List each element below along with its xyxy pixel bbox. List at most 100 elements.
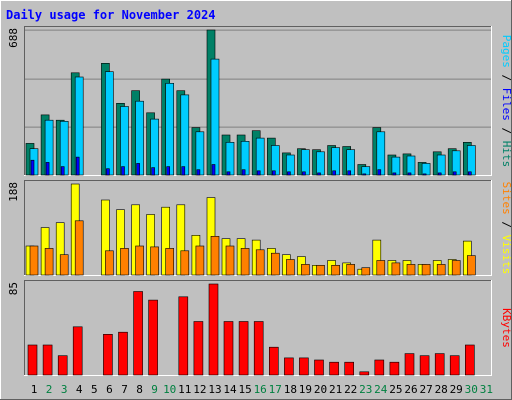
bar-sites-day-9 bbox=[150, 246, 159, 276]
bar-sites-day-25 bbox=[391, 262, 401, 276]
day-label: 21 bbox=[329, 383, 342, 396]
bar-pages-day-12 bbox=[196, 169, 201, 176]
bar-files-day-28 bbox=[436, 154, 446, 176]
bar-sites-day-17 bbox=[270, 252, 280, 276]
bar-pages-day-11 bbox=[181, 166, 186, 176]
axis-series-label: KBytes bbox=[500, 308, 512, 348]
bar-files-day-11 bbox=[180, 94, 190, 176]
day-label: 30 bbox=[465, 383, 478, 396]
axis-label-part: Hits bbox=[500, 141, 512, 168]
bar-sites-day-28 bbox=[436, 264, 446, 276]
bar-pages-day-28 bbox=[437, 172, 442, 176]
bar-kbytes-day-17 bbox=[268, 346, 279, 376]
day-label: 8 bbox=[136, 383, 143, 396]
day-label: 19 bbox=[299, 383, 312, 396]
bar-kbytes-day-15 bbox=[238, 321, 249, 376]
bar-kbytes-day-11 bbox=[178, 296, 189, 376]
bar-sites-day-13 bbox=[210, 236, 220, 276]
bar-files-day-29 bbox=[451, 150, 461, 176]
day-label: 26 bbox=[404, 383, 417, 396]
y-max-label: 85 bbox=[7, 282, 20, 295]
bar-files-day-26 bbox=[406, 155, 416, 176]
bar-kbytes-day-13 bbox=[208, 283, 219, 376]
bar-files-day-6 bbox=[105, 71, 114, 176]
bar-files-day-13 bbox=[210, 58, 220, 176]
bar-sites-day-22 bbox=[346, 264, 356, 276]
bar-pages-day-17 bbox=[271, 170, 276, 176]
day-label: 15 bbox=[238, 383, 251, 396]
day-label: 9 bbox=[151, 383, 158, 396]
bar-kbytes-day-22 bbox=[344, 361, 355, 376]
bar-sites-day-16 bbox=[255, 249, 265, 276]
day-label: 11 bbox=[178, 383, 191, 396]
bar-files-day-27 bbox=[421, 163, 431, 176]
y-max-label: 188 bbox=[7, 182, 20, 202]
bar-sites-day-4 bbox=[74, 220, 84, 276]
bar-pages-day-30 bbox=[467, 171, 472, 176]
bar-pages-day-10 bbox=[166, 166, 170, 176]
bar-sites-day-21 bbox=[331, 264, 340, 276]
bar-files-day-7 bbox=[120, 106, 129, 176]
bar-kbytes-day-2 bbox=[42, 344, 53, 376]
bar-sites-day-14 bbox=[225, 245, 235, 276]
panel-hits-files-pages: 688 Pages / Files / Hits bbox=[7, 26, 512, 176]
bar-kbytes-day-20 bbox=[314, 359, 324, 376]
day-label: 29 bbox=[450, 383, 463, 396]
day-label: 3 bbox=[61, 383, 68, 396]
bar-sites-day-19 bbox=[301, 264, 310, 276]
day-label: 2 bbox=[46, 383, 53, 396]
bar-sites-day-26 bbox=[406, 264, 416, 276]
bar-files-day-16 bbox=[255, 137, 265, 176]
bar-pages-day-29 bbox=[452, 171, 457, 176]
bar-sites-day-15 bbox=[240, 248, 250, 276]
bar-files-day-24 bbox=[376, 131, 386, 176]
bar-sites-day-1 bbox=[29, 245, 39, 276]
day-label: 4 bbox=[76, 383, 83, 396]
bar-sites-day-3 bbox=[59, 254, 69, 276]
bar-pages-day-19 bbox=[302, 171, 306, 176]
bar-kbytes-day-30 bbox=[464, 344, 475, 376]
bar-kbytes-day-7 bbox=[118, 331, 128, 376]
day-label: 24 bbox=[374, 383, 388, 396]
bar-sites-day-12 bbox=[195, 245, 205, 276]
bar-kbytes-day-19 bbox=[299, 357, 309, 376]
bar-pages-day-27 bbox=[422, 173, 427, 176]
bar-kbytes-day-8 bbox=[133, 291, 143, 376]
day-label: 25 bbox=[389, 383, 402, 396]
axis-label-part: Visits bbox=[500, 235, 512, 275]
bar-pages-day-1 bbox=[30, 159, 35, 176]
bar-pages-day-22 bbox=[347, 170, 352, 176]
bar-sites-day-30 bbox=[466, 255, 476, 276]
bar-kbytes-day-18 bbox=[284, 357, 294, 376]
day-label: 1 bbox=[31, 383, 38, 396]
bar-kbytes-day-28 bbox=[434, 353, 445, 376]
bar-pages-day-8 bbox=[136, 163, 140, 176]
bar-sites-day-7 bbox=[120, 248, 129, 276]
bar-kbytes-day-23 bbox=[359, 371, 370, 376]
bar-pages-day-26 bbox=[407, 172, 412, 176]
bar-kbytes-day-16 bbox=[253, 321, 264, 376]
bar-pages-day-16 bbox=[256, 170, 261, 176]
bar-sites-day-11 bbox=[180, 250, 190, 276]
bar-kbytes-day-29 bbox=[449, 355, 460, 376]
day-label: 12 bbox=[193, 383, 206, 396]
bar-pages-day-2 bbox=[45, 162, 50, 176]
bar-kbytes-day-26 bbox=[404, 353, 415, 376]
x-axis-labels: 1 2 3 4 5 6 7 8 9 10 11 12 13 14 15 16 17 18 19 20 21 22 23 24 2… bbox=[31, 383, 493, 396]
bar-kbytes-day-21 bbox=[329, 361, 339, 376]
chart-panels: 688 Pages / Files / Hits 188 Sites / Visits… bbox=[7, 26, 512, 376]
bar-files-day-12 bbox=[195, 131, 205, 176]
bar-pages-day-13 bbox=[211, 164, 216, 176]
bar-sites-day-10 bbox=[165, 248, 174, 276]
bar-kbytes-day-6 bbox=[103, 333, 113, 376]
axis-series-label: Sites / Visits bbox=[500, 182, 512, 275]
bar-kbytes-day-14 bbox=[223, 321, 234, 376]
axis-label-part: / bbox=[500, 121, 512, 141]
day-label: 27 bbox=[419, 383, 432, 396]
bar-kbytes-day-9 bbox=[148, 299, 158, 376]
day-label: 10 bbox=[163, 383, 176, 396]
bar-pages-day-9 bbox=[151, 167, 155, 176]
day-label: 14 bbox=[223, 383, 237, 396]
day-label: 5 bbox=[91, 383, 98, 396]
bar-kbytes-day-3 bbox=[57, 355, 68, 376]
